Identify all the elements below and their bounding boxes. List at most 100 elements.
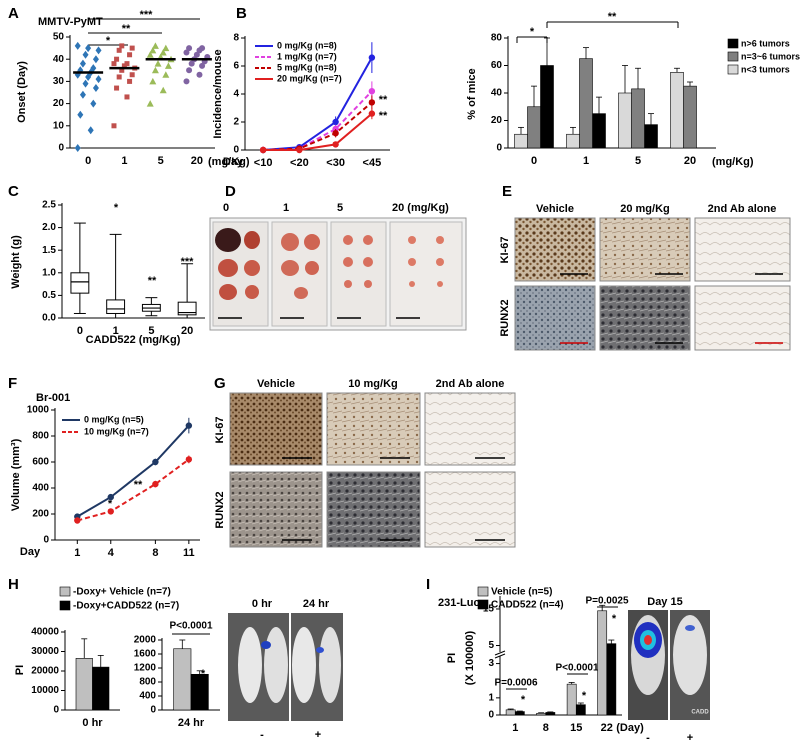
y-tick-label: 800: [32, 431, 49, 442]
photo-label: -: [260, 729, 264, 741]
x-tick-label: 15: [570, 722, 582, 734]
marker: [368, 99, 376, 106]
point: [95, 46, 102, 55]
annotation: *: [582, 690, 587, 702]
column-label: 20 mg/Kg: [620, 203, 670, 215]
point: [162, 44, 170, 52]
point: [159, 86, 167, 94]
panel-letter: E: [502, 183, 512, 200]
x-tick-label: 0: [77, 325, 83, 337]
point: [151, 66, 159, 74]
y-tick-label: 200: [32, 509, 49, 520]
y-tick-label: 20: [491, 115, 503, 126]
point: [193, 51, 200, 58]
legend-swatch: [727, 64, 739, 75]
point: [111, 61, 117, 67]
box: [70, 272, 90, 294]
bar: [527, 106, 541, 149]
point: [119, 43, 125, 49]
bar: [540, 65, 554, 149]
point: [154, 60, 162, 67]
axis-break: [494, 653, 506, 659]
y-tick-label: 0: [53, 705, 59, 716]
column-label: Vehicle: [257, 378, 295, 390]
y-tick-label: 30000: [31, 646, 59, 657]
marker: [74, 517, 81, 524]
photo-tag: CADD: [691, 710, 709, 716]
marker: [152, 480, 159, 488]
y-tick-label: 10: [53, 120, 65, 131]
x-tick-label: 11: [183, 547, 195, 559]
annotation: P=0.0025: [585, 596, 629, 607]
photo-label: 0 hr: [252, 598, 273, 610]
annotation: **: [134, 479, 143, 491]
y-tick-label: 50: [53, 32, 65, 43]
panel-letter: A: [8, 5, 19, 22]
x-tick-label: 8: [543, 722, 549, 734]
x-tick-label: 20: [191, 155, 203, 167]
x-axis-label: (mg/Kg): [712, 156, 754, 168]
line: [263, 90, 373, 151]
bar: [173, 648, 192, 711]
annotation: **: [379, 94, 388, 106]
x-tick-label: 5: [148, 325, 154, 337]
legend-label: 10 mg/Kg (n=7): [84, 426, 149, 436]
point: [149, 77, 157, 85]
annotation: *: [521, 694, 526, 706]
legend-swatch: [727, 51, 739, 62]
x-tick-label: <10: [254, 157, 273, 169]
photo-label: 0: [223, 202, 229, 214]
y-axis-label: Weight (g): [10, 235, 22, 289]
bar: [92, 666, 110, 711]
point: [74, 144, 81, 152]
y-tick-label: 6: [233, 61, 239, 72]
photo-label: 5: [337, 202, 343, 214]
legend-label: -Doxy+ Vehicle (n=7): [73, 587, 171, 598]
row-label: RUNX2: [499, 299, 511, 336]
x-tick-label: <30: [326, 157, 345, 169]
bar: [606, 643, 617, 716]
annotation: *: [114, 202, 119, 214]
y-tick-label: 0.0: [42, 313, 56, 324]
point: [74, 41, 81, 50]
marker: [332, 130, 339, 137]
point: [92, 55, 99, 64]
y-tick-label: 0: [150, 705, 156, 716]
legend-swatch: [59, 586, 71, 597]
line: [76, 424, 190, 518]
marker: [368, 110, 376, 117]
point: [124, 94, 130, 100]
chart-title: 231-Luc: [438, 597, 480, 609]
column-label: 2nd Ab alone: [708, 203, 777, 215]
point: [127, 52, 133, 58]
y-tick-label: 4: [233, 89, 239, 100]
y-tick-label: 5: [488, 640, 494, 651]
marker: [332, 141, 339, 148]
y-tick-label: 2: [233, 117, 239, 128]
legend-label: 5 mg/Kg (n=8): [277, 62, 337, 72]
bar: [514, 133, 528, 149]
bar: [545, 712, 556, 716]
x-tick-label: 1: [121, 155, 127, 167]
legend-swatch: [59, 600, 71, 611]
box: [177, 301, 197, 316]
bar: [579, 58, 593, 149]
bar: [514, 711, 525, 716]
bar: [505, 709, 516, 716]
y-tick-label: 40: [491, 88, 503, 99]
y-axis-label: PI: [446, 653, 458, 663]
bar: [190, 673, 209, 711]
point: [79, 90, 86, 99]
point: [116, 74, 122, 80]
marker: [368, 88, 376, 95]
legend-label: n<3 tumors: [741, 64, 790, 74]
imaging-photo: [228, 613, 343, 721]
legend-swatch: [727, 38, 739, 49]
point: [149, 46, 157, 54]
y-tick-label: 0: [43, 535, 49, 546]
y-axis-label: PI: [14, 665, 26, 675]
y-tick-label: 600: [32, 457, 49, 468]
tumor-photo: [209, 217, 467, 331]
x-axis-label: (mg/Kg): [208, 156, 250, 168]
point: [146, 100, 154, 107]
